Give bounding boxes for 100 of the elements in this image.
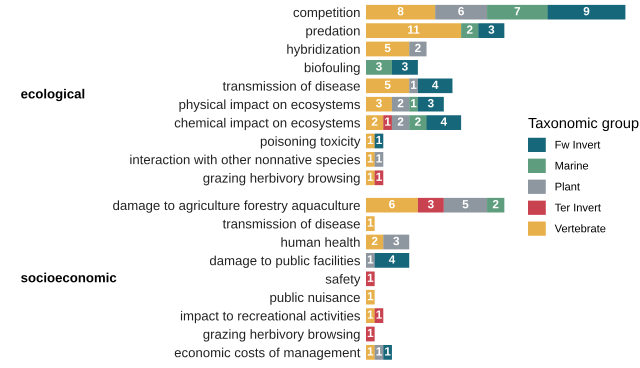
bar: [418, 96, 444, 112]
data-label: 2: [372, 236, 378, 246]
bar: [444, 198, 488, 213]
data-label: 1: [376, 172, 382, 181]
data-label: 1: [411, 80, 417, 89]
bar: [366, 4, 436, 20]
data-label: 1: [411, 99, 417, 108]
bar: [366, 234, 384, 250]
data-label: 6: [389, 200, 395, 208]
bar: [374, 308, 384, 323]
data-label: 1: [368, 310, 374, 319]
bar: [366, 198, 418, 213]
y-tick-label: grazing herbivory browsing: [203, 173, 360, 186]
bar: [461, 23, 478, 38]
y-tick-label: impact to recreational activities: [180, 310, 360, 324]
legend-label: Marine: [556, 161, 588, 170]
data-label: 1: [385, 118, 391, 126]
y-tick-label: safety: [326, 274, 360, 286]
data-label: 4: [432, 80, 438, 89]
data-label: 3: [428, 200, 434, 208]
y-tick-label: interaction with other nonnative species: [130, 154, 360, 167]
y-tick-label: chemical impact on ecosystems: [174, 118, 360, 130]
bar: [418, 78, 452, 94]
data-label: 11: [408, 26, 420, 34]
data-label: 1: [376, 136, 382, 144]
data-label: 2: [398, 117, 404, 126]
data-label: 1: [368, 292, 374, 300]
data-label: 3: [428, 99, 434, 108]
y-tick-label: damage to agriculture forestry aquaculture: [113, 200, 360, 213]
data-label: 1: [368, 154, 374, 162]
bar: [487, 4, 548, 20]
y-axis-title: socioeconomic: [21, 272, 116, 282]
data-label: 4: [440, 118, 448, 126]
bar: [374, 134, 384, 148]
y-tick-label: grazing herbivory browsing: [203, 329, 360, 342]
data-label: 4: [388, 255, 396, 264]
y-tick-label: human health: [281, 237, 360, 247]
y-tick-label: poisoning toxicity: [260, 136, 360, 149]
bar: [374, 345, 384, 360]
data-label: 1: [368, 255, 374, 264]
data-label: 1: [376, 310, 382, 319]
data-label: 9: [584, 7, 590, 16]
y-tick-label: economic costs of management: [174, 348, 360, 360]
data-label: 1: [368, 172, 374, 181]
data-label: 2: [415, 44, 421, 52]
data-label: 8: [398, 7, 404, 16]
data-label: 2: [415, 117, 421, 126]
data-label: 1: [376, 154, 382, 162]
legend-label: Fw Invert: [556, 140, 600, 149]
bar: [409, 42, 427, 56]
data-label: 3: [488, 25, 494, 34]
data-label: 5: [384, 44, 391, 52]
data-label: 7: [514, 7, 520, 16]
bar: [392, 60, 418, 75]
data-label: 2: [492, 200, 499, 208]
bar: [383, 234, 410, 250]
bar: [366, 96, 392, 112]
legend-title: Taxonomic group: [528, 117, 638, 132]
bar: [548, 4, 626, 20]
bar: [435, 4, 488, 20]
bar: [392, 115, 410, 130]
bar: [478, 23, 504, 38]
y-tick-label: transmission of disease: [222, 218, 360, 229]
bar: [366, 78, 410, 94]
y-tick-label: hybridization: [287, 44, 360, 57]
y-tick-label: biofouling: [304, 62, 360, 75]
y-tick-label: transmission of disease: [222, 81, 360, 91]
data-label: 3: [376, 99, 382, 108]
data-label: 1: [368, 136, 374, 144]
data-label: 3: [393, 236, 400, 246]
data-label: 2: [372, 117, 378, 126]
bar: [366, 115, 384, 130]
data-label: 1: [376, 347, 382, 356]
legend-label: Ter Invert: [554, 204, 601, 212]
data-label: 5: [384, 80, 391, 89]
data-label: 1: [368, 328, 374, 338]
y-tick-label: predation: [306, 26, 360, 38]
bar: [366, 42, 410, 56]
y-tick-label: damage to public facilities: [210, 256, 360, 268]
data-label: 1: [368, 347, 374, 356]
y-axis-title: ecological: [21, 88, 84, 102]
data-label: 3: [376, 62, 382, 71]
bar: [366, 23, 462, 38]
data-label: 1: [385, 347, 391, 356]
data-label: 5: [462, 200, 468, 208]
bar: [374, 253, 410, 268]
y-tick-label: public nuisance: [270, 292, 360, 305]
data-label: 1: [368, 218, 374, 227]
data-label: 2: [398, 99, 404, 108]
data-label: 3: [402, 62, 408, 71]
bar: [426, 115, 462, 130]
data-label: 6: [458, 7, 464, 16]
bar: [366, 60, 392, 75]
bar: [418, 198, 444, 213]
bar: [409, 115, 427, 130]
legend-label: Plant: [556, 182, 580, 191]
y-tick-label: physical impact on ecosystems: [179, 99, 360, 112]
data-label: 1: [368, 274, 374, 282]
y-tick-label: competition: [294, 7, 360, 20]
legend-label: Vertebrate: [554, 224, 606, 232]
